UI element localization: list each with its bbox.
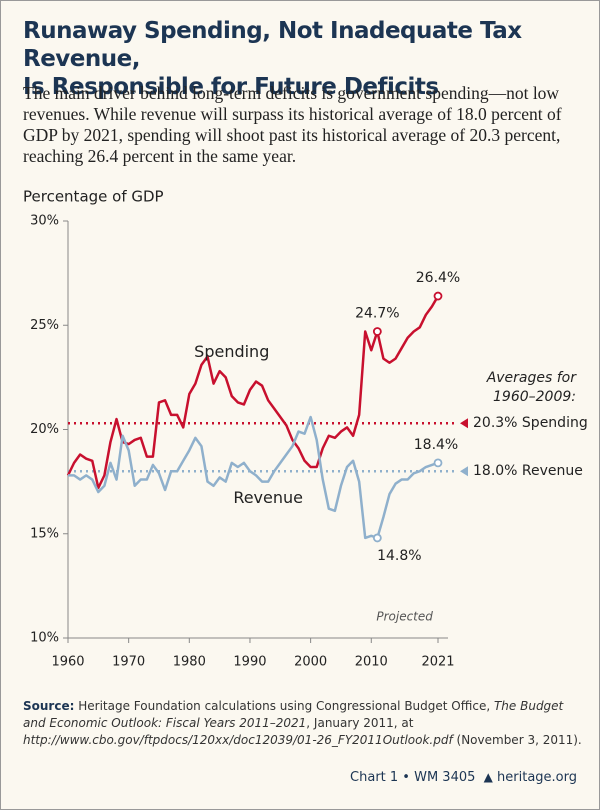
source-label: Source: (23, 699, 75, 713)
annotation-label: 14.8% (377, 548, 421, 564)
y-tick-label: 10% (30, 631, 59, 646)
annotation-label: 18.4% (414, 437, 458, 453)
y-tick-label: 30% (30, 214, 59, 229)
average-label: 18.0% Revenue (473, 463, 583, 479)
subtitle: The main driver behind long-term deficit… (23, 83, 562, 166)
annotation-label: 26.4% (416, 270, 460, 286)
source: Source: Heritage Foundation calculations… (23, 698, 588, 749)
legend-label: Revenue (233, 488, 303, 507)
x-tick-label: 1960 (51, 655, 84, 670)
y-axis-label: Percentage of GDP (23, 188, 164, 206)
average-label: 20.3% Spending (473, 415, 588, 431)
legend-label: Spending (194, 342, 269, 361)
title-line: Is Responsible for Future Deficits (23, 74, 439, 100)
x-tick-label: 2010 (355, 655, 388, 670)
x-tick-label: 2000 (294, 655, 327, 670)
averages-title: Averages for (486, 370, 578, 386)
line (66, 295, 440, 490)
x-tick-label: 1970 (112, 655, 145, 670)
footer: Chart 1 • WM 3405 ▲ heritage.org (350, 770, 577, 785)
y-tick-label: 20% (30, 422, 59, 437)
site: heritage.org (497, 770, 577, 785)
annotation-marker (372, 327, 382, 336)
y-tick-label: 25% (30, 318, 59, 333)
annotation-marker (372, 533, 382, 543)
chart-id: Chart 1 • WM 3405 (350, 770, 476, 785)
projected-label: Projected (376, 610, 433, 624)
x-tick-label: 1990 (233, 655, 266, 670)
annotation-marker (433, 458, 443, 468)
annotation-marker (433, 291, 443, 301)
source-text: (November 3, 2011). (456, 733, 582, 747)
x-tick-label: 1980 (173, 655, 206, 670)
source-text: , January 2011, at (306, 716, 414, 730)
averages-title: 1960–2009: (493, 389, 576, 405)
average-marker (460, 418, 468, 429)
source-title: The Budget and Economic Outlook: Fiscal … (23, 699, 564, 730)
source-url: http://www.cbo.gov/ftpdocs/120xx/doc1203… (23, 733, 453, 747)
x-tick-label: 2021 (421, 655, 454, 670)
line (68, 415, 439, 540)
average-marker (460, 466, 468, 477)
title: Runaway Spending, Not Inadequate Tax Rev… (23, 17, 599, 101)
chart: Percentage of GDP 10% 15% 20% 25% 30% 1960 197… (23, 188, 588, 670)
source-text: Heritage Foundation calculations using C… (78, 699, 491, 713)
annotation-label: 24.7% (355, 306, 399, 322)
y-tick-label: 15% (30, 526, 59, 541)
title-line: Runaway Spending, Not Inadequate Tax Rev… (23, 18, 522, 72)
